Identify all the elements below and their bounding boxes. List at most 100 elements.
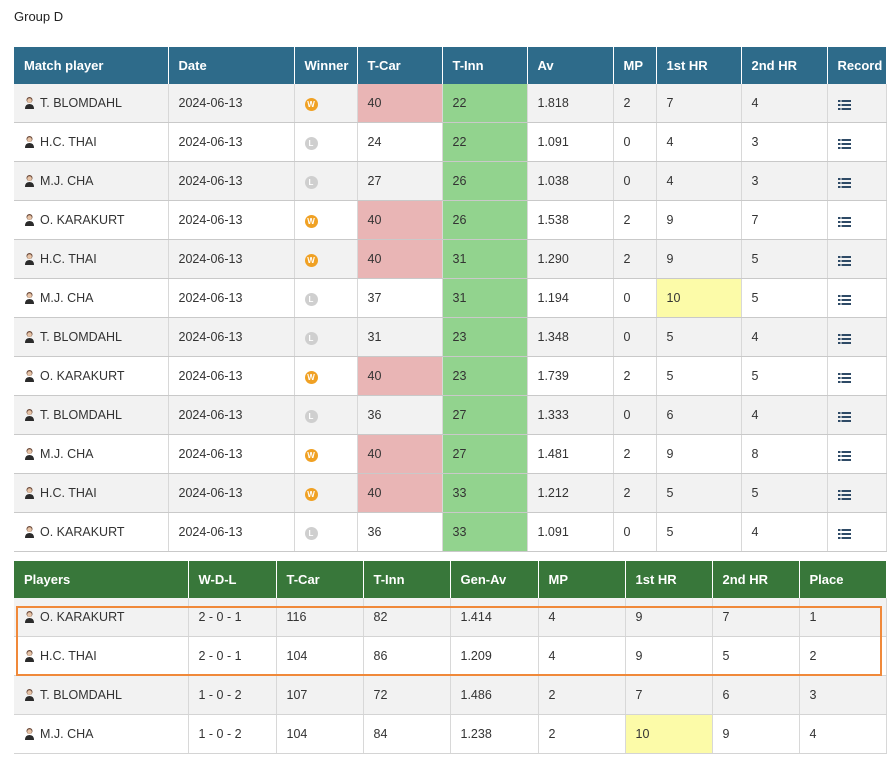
match-hr1: 6 — [656, 395, 742, 435]
standings-player-cell: O. KARAKURT — [14, 598, 189, 637]
list-icon[interactable] — [837, 528, 851, 539]
player-name[interactable]: T. BLOMDAHL — [40, 408, 122, 422]
player-avatar-icon — [24, 408, 35, 421]
match-row: M.J. CHA 2024-06-13 L 27 26 1.038 0 4 3 — [14, 161, 887, 201]
match-row: T. BLOMDAHL 2024-06-13 L 31 23 1.348 0 5 4 — [14, 317, 887, 357]
match-av: 1.091 — [527, 122, 614, 162]
list-icon[interactable] — [837, 372, 851, 383]
standings-place: 3 — [799, 675, 887, 715]
player-name[interactable]: T. BLOMDAHL — [40, 96, 122, 110]
match-player-cell: T. BLOMDAHL — [14, 84, 169, 123]
match-date: 2024-06-13 — [168, 84, 295, 123]
standings-hr1: 9 — [625, 636, 713, 676]
match-date: 2024-06-13 — [168, 512, 295, 552]
standings-row: M.J. CHA 1 - 0 - 2 104 84 1.238 2 10 9 4 — [14, 714, 887, 754]
match-date: 2024-06-13 — [168, 395, 295, 435]
standings-place: 2 — [799, 636, 887, 676]
player-name[interactable]: O. KARAKURT — [40, 610, 125, 624]
matches-body: T. BLOMDAHL 2024-06-13 W 40 22 1.818 2 7 4 H.C. T… — [14, 84, 887, 552]
player-name[interactable]: O. KARAKURT — [40, 369, 125, 383]
standings-header-row: Players W-D-L T-Car T-Inn Gen-Av MP 1st HR 2nd … — [14, 561, 886, 598]
match-tcar: 40 — [357, 356, 443, 396]
standings-wdl: 2 - 0 - 1 — [188, 636, 277, 676]
match-tinn: 33 — [442, 512, 528, 552]
match-hr2: 7 — [741, 200, 828, 240]
loser-badge-icon: L — [304, 175, 318, 189]
match-date: 2024-06-13 — [168, 278, 295, 318]
standings-mp: 2 — [538, 675, 626, 715]
match-tcar: 40 — [357, 200, 443, 240]
match-winner-cell: W — [294, 84, 358, 123]
list-icon[interactable] — [837, 489, 851, 500]
standings-col-header: Place — [799, 561, 886, 598]
match-hr2: 4 — [741, 512, 828, 552]
match-tinn: 27 — [442, 434, 528, 474]
player-name[interactable]: T. BLOMDAHL — [40, 330, 122, 344]
player-name[interactable]: H.C. THAI — [40, 649, 97, 663]
match-av: 1.818 — [527, 84, 614, 123]
match-hr2: 5 — [741, 278, 828, 318]
list-icon[interactable] — [837, 138, 851, 149]
list-icon[interactable] — [837, 333, 851, 344]
match-tinn: 31 — [442, 278, 528, 318]
winner-badge-icon: W — [304, 448, 318, 462]
player-name[interactable]: O. KARAKURT — [40, 213, 125, 227]
match-hr1: 5 — [656, 512, 742, 552]
match-av: 1.038 — [527, 161, 614, 201]
match-av: 1.481 — [527, 434, 614, 474]
player-name[interactable]: M.J. CHA — [40, 174, 94, 188]
list-icon[interactable] — [837, 450, 851, 461]
match-row: O. KARAKURT 2024-06-13 W 40 23 1.739 2 5 5 — [14, 356, 887, 396]
standings-wdl: 1 - 0 - 2 — [188, 675, 277, 715]
match-winner-cell: L — [294, 161, 358, 201]
match-av: 1.290 — [527, 239, 614, 279]
standings-wdl: 1 - 0 - 2 — [188, 714, 277, 754]
match-player-cell: O. KARAKURT — [14, 356, 169, 396]
player-avatar-icon — [24, 649, 35, 662]
player-name[interactable]: M.J. CHA — [40, 291, 94, 305]
match-mp: 0 — [613, 395, 657, 435]
player-avatar-icon — [24, 96, 35, 109]
matches-col-header: Date — [168, 47, 295, 84]
player-name[interactable]: M.J. CHA — [40, 727, 94, 741]
player-avatar-icon — [24, 610, 35, 623]
standings-genav: 1.414 — [450, 598, 539, 637]
match-date: 2024-06-13 — [168, 317, 295, 357]
match-tcar: 37 — [357, 278, 443, 318]
standings-body: O. KARAKURT 2 - 0 - 1 116 82 1.414 4 9 7 1 H.C. T… — [14, 598, 887, 754]
standings-genav: 1.209 — [450, 636, 539, 676]
match-record-cell — [827, 434, 887, 474]
standings-tinn: 84 — [363, 714, 451, 754]
match-hr1: 9 — [656, 434, 742, 474]
match-date: 2024-06-13 — [168, 122, 295, 162]
winner-badge-icon: W — [304, 97, 318, 111]
standings-player-cell: H.C. THAI — [14, 636, 189, 676]
player-name[interactable]: M.J. CHA — [40, 447, 94, 461]
match-tcar: 40 — [357, 473, 443, 513]
match-player-cell: H.C. THAI — [14, 122, 169, 162]
player-name[interactable]: H.C. THAI — [40, 252, 97, 266]
list-icon[interactable] — [837, 99, 851, 110]
match-tinn: 22 — [442, 84, 528, 123]
match-date: 2024-06-13 — [168, 356, 295, 396]
match-hr1: 10 — [656, 278, 742, 318]
list-icon[interactable] — [837, 255, 851, 266]
player-name[interactable]: H.C. THAI — [40, 486, 97, 500]
match-record-cell — [827, 84, 887, 123]
standings-col-header: 2nd HR — [712, 561, 800, 598]
loser-badge-icon: L — [304, 292, 318, 306]
standings-hr2: 7 — [712, 598, 800, 637]
list-icon[interactable] — [837, 294, 851, 305]
match-mp: 2 — [613, 200, 657, 240]
standings-row: T. BLOMDAHL 1 - 0 - 2 107 72 1.486 2 7 6 3 — [14, 675, 887, 715]
player-name[interactable]: O. KARAKURT — [40, 525, 125, 539]
player-name[interactable]: H.C. THAI — [40, 135, 97, 149]
list-icon[interactable] — [837, 216, 851, 227]
match-mp: 0 — [613, 317, 657, 357]
list-icon[interactable] — [837, 411, 851, 422]
match-tinn: 26 — [442, 161, 528, 201]
player-name[interactable]: T. BLOMDAHL — [40, 688, 122, 702]
match-row: T. BLOMDAHL 2024-06-13 L 36 27 1.333 0 6 4 — [14, 395, 887, 435]
standings-tcar: 104 — [276, 636, 364, 676]
list-icon[interactable] — [837, 177, 851, 188]
